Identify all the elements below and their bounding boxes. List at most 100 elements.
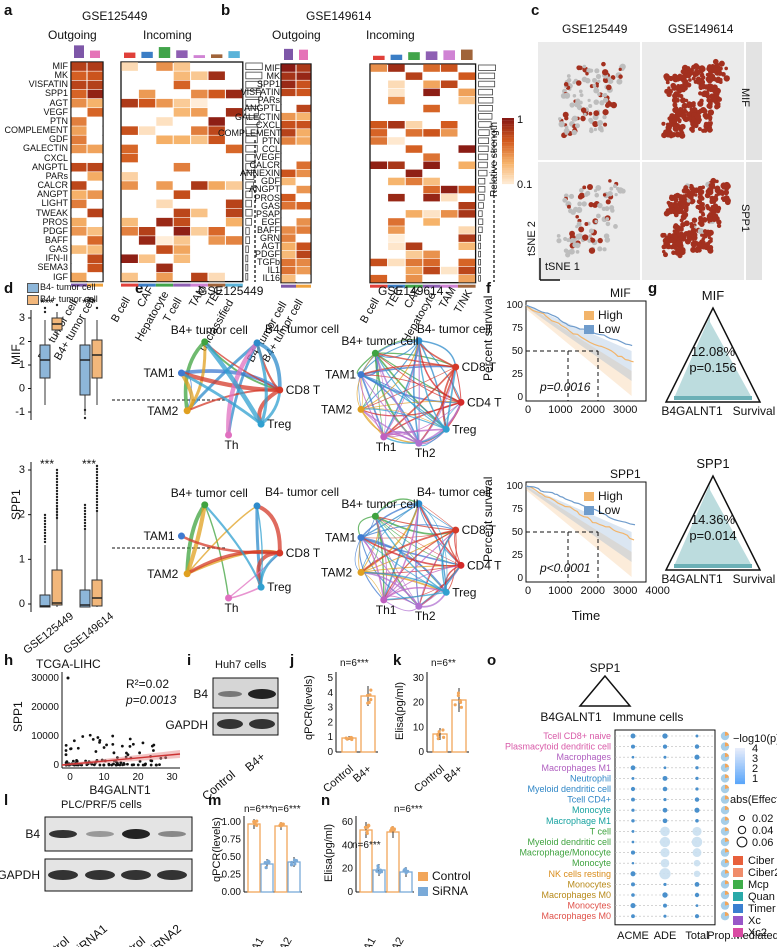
c-cell-dot <box>586 183 593 190</box>
b-in-cell <box>388 258 405 267</box>
e-n3-edge <box>186 550 280 576</box>
c-cell-dot <box>689 224 695 229</box>
o-dot <box>662 818 668 824</box>
b-out-cell <box>281 129 296 137</box>
a-in-cell <box>138 227 156 236</box>
h-point <box>128 737 132 741</box>
o-row-label: Macrophage/Monocyte <box>519 848 611 858</box>
a-out-cell <box>87 190 103 199</box>
a-in-cell <box>208 135 225 145</box>
k-ytick: 30 <box>413 673 425 684</box>
b-out-cell <box>296 161 311 169</box>
e-label: Th1 <box>376 440 397 454</box>
e-n1-node <box>257 420 265 428</box>
b-in-cell <box>423 258 440 267</box>
c-cell-dot <box>605 199 611 205</box>
o-pie-slice <box>725 816 729 821</box>
e-net2-edge <box>360 364 456 376</box>
c-cell-dot <box>573 238 577 242</box>
c-cell-dot <box>583 67 587 72</box>
e-net2-node <box>457 561 465 569</box>
o-dot <box>662 775 668 781</box>
f-pvalue: p<0.0001 <box>539 561 590 575</box>
a-out-cell <box>87 272 103 282</box>
a-out-cell <box>87 144 103 154</box>
b-in-cell <box>423 185 440 194</box>
a-in-bar <box>193 55 205 58</box>
c-cell-dot <box>672 132 677 137</box>
o-dot <box>695 819 699 823</box>
d-outlier <box>95 488 99 492</box>
b-legend-step <box>502 144 514 147</box>
a-in-cell <box>173 217 191 227</box>
o-row-label: Macrophages M1 <box>541 763 611 773</box>
e-net2-node <box>452 526 460 534</box>
c-cell-dot <box>724 183 731 190</box>
b-out-cell <box>281 137 296 145</box>
c-cell-dot <box>562 197 568 203</box>
a-out-cell <box>87 236 103 245</box>
d-outlier <box>55 504 59 508</box>
b-row-label: ANGPT <box>248 184 280 195</box>
b-in-cell <box>405 169 423 178</box>
a-row-label: GALECTIN <box>22 143 68 154</box>
a-out-cell <box>71 71 87 80</box>
b-out-cell <box>296 226 311 234</box>
b-out-cell <box>296 266 311 275</box>
b-in-cell <box>405 258 423 267</box>
c-col2: GSE149614 <box>668 22 734 36</box>
panel-label-o: o <box>487 652 497 669</box>
f-xtick: 0 <box>525 585 531 597</box>
a-out-cell <box>71 245 87 254</box>
a-heatmap <box>70 45 263 287</box>
e-net2-edge <box>360 408 447 430</box>
c-cell-dot <box>683 117 689 123</box>
a-outgoing-frame <box>70 61 104 283</box>
i-row-label: B4 <box>193 687 208 701</box>
k-annotation: n=6** <box>431 658 456 669</box>
c-cell-dot <box>700 72 705 77</box>
b-legend-step <box>502 133 514 136</box>
mn-bar-charts: 1.000.750.500.250.00n=6*** n=6***qPCR(lev… <box>211 804 471 947</box>
e-net2-node <box>415 602 423 610</box>
e-label: B4- tumor cell <box>417 485 491 499</box>
a-in-cell <box>191 135 208 145</box>
c-cell-dot <box>700 233 704 237</box>
n-point <box>376 866 380 871</box>
a-in-cell <box>156 236 173 245</box>
b-row-label: GDF <box>261 176 280 187</box>
o-row-label: Monocyte <box>572 858 611 868</box>
a-out-cell <box>71 227 87 236</box>
k-point <box>436 737 440 741</box>
b-in-cell <box>458 96 476 105</box>
c-cell-dot <box>582 185 587 190</box>
o-pie-slice <box>725 731 729 736</box>
e-net2-edge <box>360 374 447 430</box>
m-ytick: 0.50 <box>222 852 242 863</box>
a-row-label: VEGF <box>43 106 68 117</box>
e-net2-edge <box>360 503 419 539</box>
b-out-cell <box>296 104 311 113</box>
b-row-bar <box>478 137 490 144</box>
e-n1-node <box>183 407 191 415</box>
c-cell-dot <box>594 219 598 224</box>
h-point <box>98 763 102 767</box>
a-row-bar <box>245 108 259 116</box>
h-point <box>136 763 140 767</box>
b-in-cell <box>440 80 458 88</box>
c-cell-dot <box>689 186 696 192</box>
e-net2-edge <box>383 587 447 601</box>
b-in-cell <box>423 104 440 113</box>
panel-label-l: l <box>4 792 9 809</box>
a-in-cell <box>225 208 243 218</box>
b-in-cell <box>388 88 405 97</box>
o-pie-slice <box>725 763 729 768</box>
m-point <box>290 860 294 865</box>
g-title: MIF <box>702 288 724 303</box>
b-in-cell <box>458 202 476 210</box>
o-dot <box>693 870 701 878</box>
c-cell-dot <box>569 102 575 108</box>
a-out-cell <box>87 126 103 135</box>
a-in-cell <box>121 144 138 154</box>
c-cell-dot <box>662 252 668 258</box>
